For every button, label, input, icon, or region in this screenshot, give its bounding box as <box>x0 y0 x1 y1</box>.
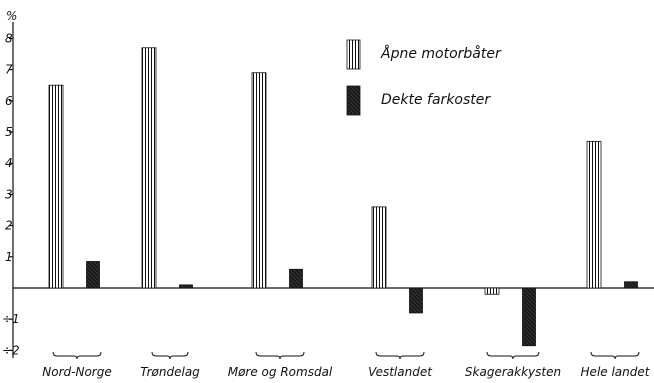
category-label: Hele landet <box>581 365 651 379</box>
y-tick-label: 7 <box>5 63 13 77</box>
y-tick-label: 5 <box>5 125 13 139</box>
category-label: Vestlandet <box>368 365 433 379</box>
y-tick-label: 1 <box>5 250 13 264</box>
bar-dekte-farkoster-4 <box>523 288 536 346</box>
category-label: Nord-Norge <box>42 365 111 379</box>
category-brace <box>376 352 424 359</box>
y-tick-label: 2 <box>5 219 13 233</box>
legend-swatch <box>347 40 360 69</box>
category-brace <box>53 352 101 359</box>
y-tick-label: 8 <box>5 31 13 45</box>
bar-apne-motorbater-1 <box>142 48 156 288</box>
category-label: Trøndelag <box>140 365 200 379</box>
bar-dekte-farkoster-5 <box>625 282 638 288</box>
category-label: Møre og Romsdal <box>228 365 333 379</box>
bar-apne-motorbater-3 <box>372 207 386 288</box>
bar-apne-motorbater-2 <box>252 73 266 288</box>
bar-apne-motorbater-0 <box>49 85 63 288</box>
y-tick-label: 3 <box>5 187 13 201</box>
y-tick-label: ÷1 <box>2 312 20 326</box>
legend: Åpne motorbåter Dekte farkoster <box>347 40 502 115</box>
bar-apne-motorbater-4 <box>485 288 499 294</box>
y-axis-label: % <box>6 9 17 23</box>
legend-label: Dekte farkoster <box>381 92 491 108</box>
y-tick-label: 4 <box>5 156 13 170</box>
bar-dekte-farkoster-2 <box>290 269 303 288</box>
bar-dekte-farkoster-0 <box>87 261 100 288</box>
bar-apne-motorbater-5 <box>587 141 601 288</box>
category-brace <box>152 352 188 359</box>
bars <box>49 48 638 346</box>
category-label: Skagerakkysten <box>465 365 561 379</box>
category-brace <box>487 352 539 359</box>
category-brace <box>256 352 304 359</box>
category-labels: Nord-Norge Trøndelag Møre og Romsdal Vestla… <box>42 352 650 379</box>
legend-label: Åpne motorbåter <box>380 45 502 62</box>
y-axis: % 8 7 6 5 4 3 2 1 ÷1 ÷2 <box>2 9 20 358</box>
bar-dekte-farkoster-1 <box>180 285 193 288</box>
bar-dekte-farkoster-3 <box>410 288 423 313</box>
category-brace <box>591 352 639 359</box>
legend-swatch <box>347 86 360 115</box>
y-tick-label: 6 <box>5 94 13 108</box>
y-tick-label: ÷2 <box>2 343 20 357</box>
